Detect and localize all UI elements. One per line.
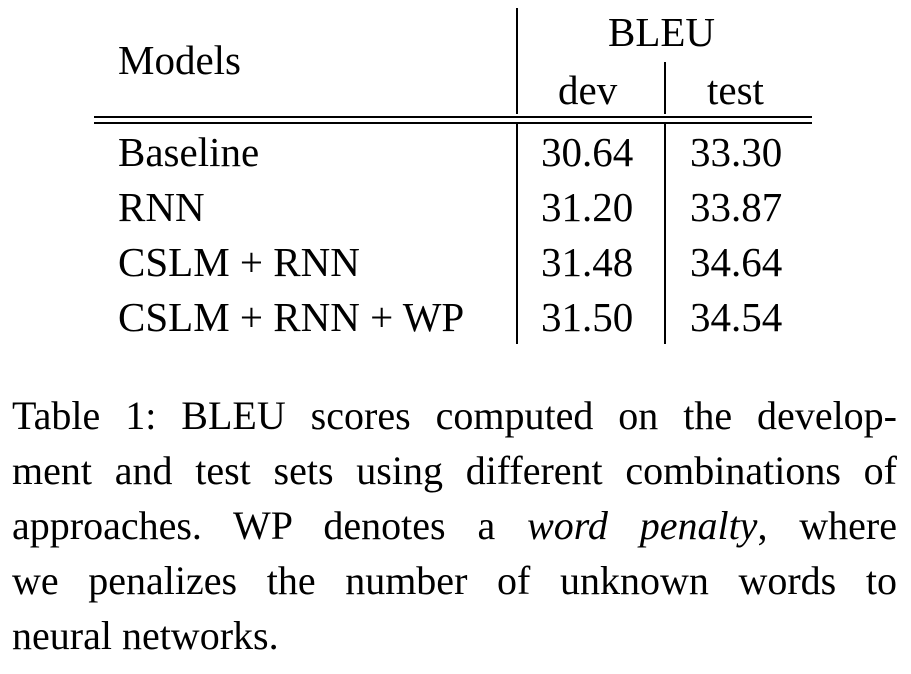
column-divider-models-body (516, 124, 518, 344)
row-model: CSLM + RNN (118, 239, 360, 285)
row-dev: 31.50 (541, 294, 634, 340)
column-divider-dev-body (664, 124, 666, 344)
table-rule-top (94, 116, 812, 118)
table-caption: Table 1: BLEU scores computed on the dev… (12, 388, 897, 663)
row-dev: 30.64 (541, 129, 634, 175)
caption-line: ment and test sets using different combi… (12, 448, 897, 493)
row-test: 34.64 (690, 239, 783, 285)
row-test: 34.54 (690, 294, 783, 340)
header-dev: dev (558, 67, 618, 113)
header-models: Models (118, 37, 241, 83)
row-test: 33.30 (690, 129, 783, 175)
row-test: 33.87 (690, 184, 783, 230)
column-divider-models-header (516, 8, 518, 114)
row-model: Baseline (118, 129, 260, 175)
caption-text: , where (757, 503, 898, 548)
column-divider-dev-header (664, 62, 666, 114)
row-dev: 31.48 (541, 239, 634, 285)
row-model: RNN (118, 184, 205, 230)
table-rule-bottom (94, 122, 812, 124)
row-model: CSLM + RNN + WP (118, 294, 465, 340)
row-dev: 31.20 (541, 184, 634, 230)
caption-line: we penalizes the number of unknown words… (12, 558, 897, 603)
caption-text: approaches. WP denotes a (12, 503, 528, 548)
caption-emphasis: word penalty (527, 503, 758, 548)
caption-line: neural networks. (12, 613, 279, 658)
caption-line: Table 1: BLEU scores computed on the dev… (12, 393, 897, 438)
header-test: test (707, 67, 764, 113)
header-bleu: BLEU (608, 9, 716, 55)
caption-line: approaches. WP denotes a word penalty, w… (12, 498, 897, 553)
